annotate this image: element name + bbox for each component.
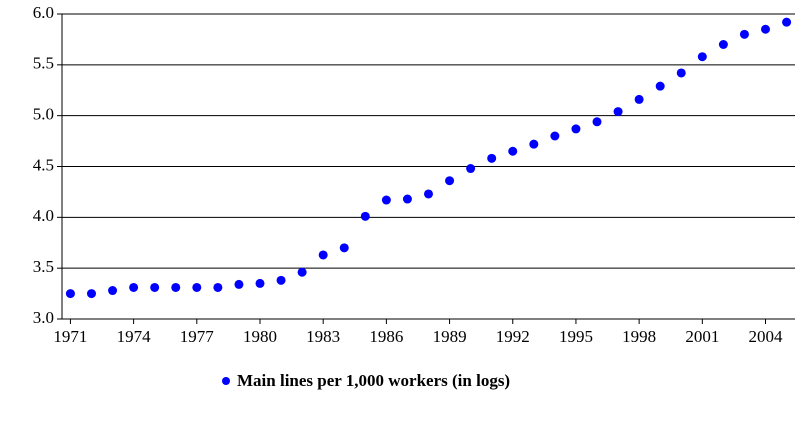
y-tick-label: 4.0 [33,206,54,225]
data-point [550,131,560,141]
data-point [276,275,286,285]
data-point [129,282,139,292]
data-point [65,289,75,299]
data-point [571,124,581,134]
data-point [192,282,202,292]
legend-marker [222,377,230,385]
data-point [171,282,181,292]
y-tick-label: 3.5 [33,257,54,276]
data-point [360,211,370,221]
data-point [297,267,307,277]
data-point [613,107,623,117]
x-tick-label: 1998 [622,327,656,346]
data-point [592,117,602,127]
data-point [255,278,265,288]
y-tick-label: 3.0 [33,308,54,327]
data-point [487,153,497,163]
data-point [466,164,476,174]
data-point [86,289,96,299]
data-point [718,40,728,49]
x-tick-label: 2001 [685,327,719,346]
y-tick-label: 5.0 [33,105,54,124]
x-tick-label: 1971 [53,327,87,346]
x-tick-label: 1974 [117,327,152,346]
data-point [697,52,707,62]
data-point [234,279,244,289]
data-point [761,24,771,34]
data-point [150,282,160,292]
y-tick-label: 6.0 [33,3,54,22]
x-tick-label: 1995 [559,327,593,346]
data-point [529,139,539,149]
data-point [318,250,328,260]
data-point [381,195,391,205]
x-tick-label: 1980 [243,327,277,346]
x-tick-label: 2004 [749,327,784,346]
data-point [508,146,518,156]
data-point [655,81,665,91]
data-point [339,243,349,253]
x-tick-label: 1986 [369,327,403,346]
data-point [634,94,644,104]
data-point [739,29,749,39]
data-point [402,194,412,204]
x-tick-label: 1983 [306,327,340,346]
data-point [445,176,455,186]
data-point [676,68,686,78]
x-tick-label: 1992 [496,327,530,346]
data-point [424,189,433,199]
x-tick-label: 1977 [180,327,215,346]
data-point [782,17,792,27]
y-tick-label: 5.5 [33,54,54,73]
data-point [213,282,223,292]
x-tick-label: 1989 [433,327,467,346]
data-point [108,286,118,296]
y-tick-label: 4.5 [33,155,54,174]
legend-label: Main lines per 1,000 workers (in logs) [237,371,510,390]
